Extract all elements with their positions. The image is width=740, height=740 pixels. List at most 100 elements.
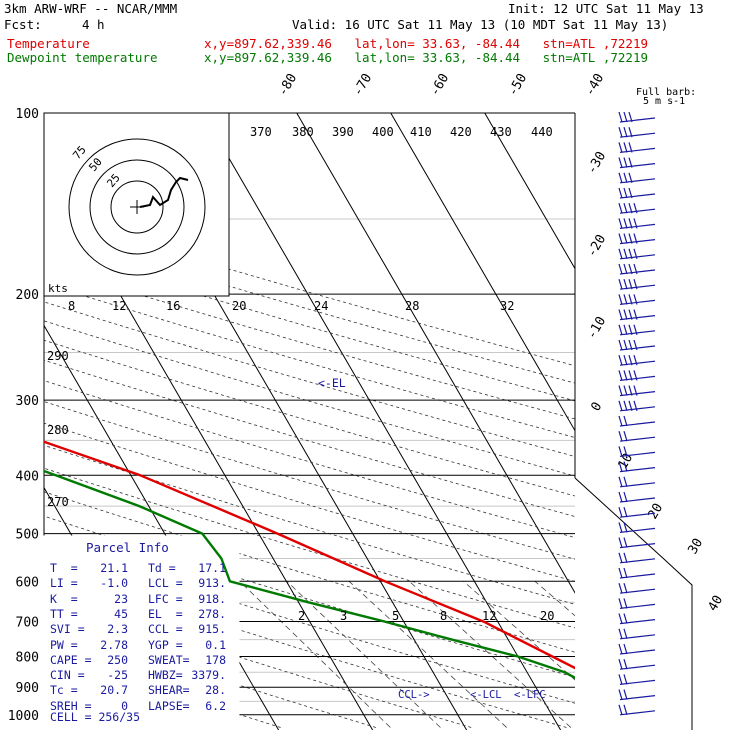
isotherm xyxy=(390,113,575,432)
wind-barb xyxy=(618,385,656,397)
mixing-ratio-label: 8 xyxy=(440,609,447,623)
parcel-cell-text: 17.1 xyxy=(198,561,226,575)
wind-barb xyxy=(618,567,656,579)
skew-temp-label: -10 xyxy=(584,314,609,342)
parcel-cell-text: CIN = xyxy=(50,668,85,683)
wind-barb xyxy=(618,279,656,290)
temperature-profile xyxy=(44,440,575,670)
wind-barb xyxy=(618,263,656,275)
parcel-cell-text: -1.0 xyxy=(100,576,128,591)
parcel-cell-text: SWEAT= xyxy=(148,652,190,667)
wind-barb xyxy=(618,674,656,685)
theta-left-label: 290 xyxy=(47,349,69,363)
wind-barb xyxy=(618,172,656,184)
init-time: Init: 12 UTC Sat 11 May 13 xyxy=(508,1,704,16)
parcel-cell-text: SREH = xyxy=(50,698,92,713)
parcel-cell-text: CAPE = xyxy=(50,652,92,667)
wind-barb xyxy=(618,370,656,381)
parcel-box xyxy=(43,535,240,731)
parcel-cell-text: 913. xyxy=(198,576,226,591)
wind-barb xyxy=(618,552,656,564)
wind-barb xyxy=(618,248,656,260)
skew-temp-label: 30 xyxy=(685,536,706,557)
full-barb-label: Full barb: xyxy=(636,87,697,98)
hodo-speed-tick: 24 xyxy=(314,299,328,313)
isotherm xyxy=(484,113,575,270)
pressure-tick-1000: 1000 xyxy=(8,709,39,724)
forecast-value: 4 h xyxy=(82,17,105,32)
parcel-cell-text: 0 xyxy=(121,698,128,713)
skew-temp-label: 40 xyxy=(705,593,726,614)
dry-adiabat xyxy=(44,566,567,728)
theta-label: 440 xyxy=(531,125,553,139)
wind-barb xyxy=(618,294,656,305)
hodograph-ring xyxy=(68,138,206,276)
theta-label: 380 xyxy=(292,125,314,139)
parcel-cell-text: CCL = xyxy=(148,622,183,637)
parcel-cell-text: 6.2 xyxy=(205,698,226,713)
parcel-cell-text: YGP = xyxy=(148,637,183,652)
wind-barb xyxy=(618,142,656,153)
hodograph-ring xyxy=(110,180,164,234)
model-title: 3km ARW-WRF -- NCAR/MMM xyxy=(4,1,178,16)
parcel-cell-text: LAPSE= xyxy=(148,698,190,713)
parcel-cell-text: LCL = xyxy=(148,576,183,591)
parcel-cell-text: Td = xyxy=(148,561,176,575)
wind-barb xyxy=(618,628,656,640)
plot-right-slant xyxy=(574,477,693,730)
parcel-cell-text: 278. xyxy=(198,606,226,621)
theta-label: 400 xyxy=(372,125,394,139)
wind-barb xyxy=(618,127,656,138)
wind-barb xyxy=(618,218,656,229)
mixing-ratio-line xyxy=(239,580,391,728)
mixing-ratio-label: 20 xyxy=(540,609,554,623)
wind-barb xyxy=(618,309,656,321)
temperature-legend: Temperature xyxy=(7,36,90,51)
ccl-marker: CCL-> xyxy=(398,689,430,701)
wind-barb xyxy=(618,431,656,442)
parcel-cell-text: 45 xyxy=(114,606,128,621)
wind-barb xyxy=(618,187,656,199)
skew-temp-label: -60 xyxy=(427,71,452,99)
theta-label: 420 xyxy=(450,125,472,139)
wind-barb xyxy=(618,446,656,457)
parcel-cell-text: Tc = xyxy=(50,683,78,698)
mixing-ratio-line xyxy=(408,580,572,728)
wind-barb xyxy=(618,203,656,214)
parcel-cell-text: HWBZ= xyxy=(148,668,183,683)
skew-temp-label: 0 xyxy=(588,400,605,414)
temperature-location: x,y=897.62,339.46 lat,lon= 33.63, -84.44… xyxy=(204,36,649,51)
hodo-speed-tick: 28 xyxy=(405,299,419,313)
skew-temp-label: -70 xyxy=(350,71,375,99)
wind-barb xyxy=(618,613,656,625)
valid-time: Valid: 16 UTC Sat 11 May 13 (10 MDT Sat … xyxy=(292,17,669,32)
theta-label: 370 xyxy=(250,125,272,139)
mixing-ratio-label: 2 xyxy=(298,609,305,623)
wind-barb xyxy=(618,415,656,427)
wind-barb xyxy=(618,643,656,655)
parcel-cell-text: -25 xyxy=(107,668,128,683)
dewpoint-profile xyxy=(44,469,575,680)
wind-barb xyxy=(618,355,656,366)
pressure-tick-500: 500 xyxy=(16,528,39,543)
skew-temp-label: -40 xyxy=(582,71,607,99)
theta-label: 410 xyxy=(410,125,432,139)
wind-barb xyxy=(618,400,656,412)
theta-left-label: 270 xyxy=(47,495,69,509)
parcel-cell-text: 23 xyxy=(114,591,128,606)
parcel-cell: CELL = 256/35 xyxy=(50,710,141,724)
parcel-cell-text: 20.7 xyxy=(100,683,128,698)
parcel-info-title: Parcel Info xyxy=(86,540,169,555)
dry-adiabat xyxy=(44,264,575,420)
lfc-marker: <-LFC xyxy=(514,689,546,701)
dry-adiabat xyxy=(44,540,575,704)
parcel-cell-text: PW = xyxy=(50,637,78,652)
hodograph-ring xyxy=(89,159,185,255)
parcel-cell-text: 2.3 xyxy=(107,622,128,637)
mixing-ratio-line xyxy=(348,580,507,728)
theta-label: 390 xyxy=(332,125,354,139)
hodo-speed-tick: 16 xyxy=(166,299,180,313)
el-marker: <-EL xyxy=(318,376,346,390)
parcel-cell-text: 2.78 xyxy=(100,637,128,652)
